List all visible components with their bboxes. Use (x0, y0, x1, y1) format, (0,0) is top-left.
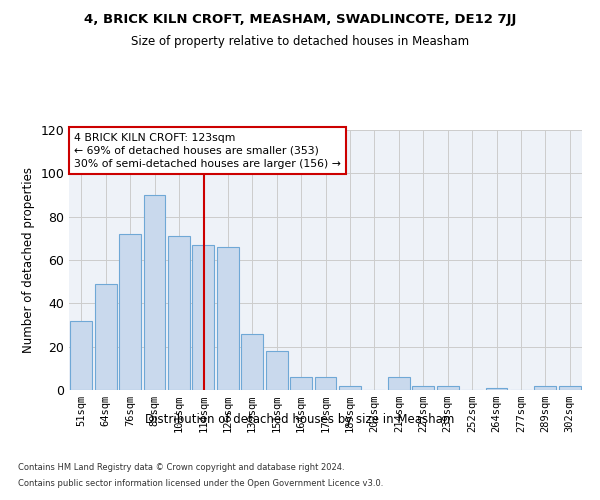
Bar (217, 247, 239, 390)
Bar (168, 236, 190, 390)
Bar (290, 377, 312, 390)
Bar (95, 284, 116, 390)
Text: Contains public sector information licensed under the Open Government Licence v3: Contains public sector information licen… (18, 479, 383, 488)
Bar (437, 386, 458, 390)
Bar (119, 234, 141, 390)
Bar (535, 386, 556, 390)
Bar (559, 386, 581, 390)
Text: 4 BRICK KILN CROFT: 123sqm
← 69% of detached houses are smaller (353)
30% of sem: 4 BRICK KILN CROFT: 123sqm ← 69% of deta… (74, 132, 341, 169)
Bar (339, 386, 361, 390)
Bar (266, 351, 287, 390)
Text: Distribution of detached houses by size in Measham: Distribution of detached houses by size … (145, 412, 455, 426)
Text: Contains HM Land Registry data © Crown copyright and database right 2024.: Contains HM Land Registry data © Crown c… (18, 462, 344, 471)
Bar (314, 377, 337, 390)
Bar (143, 195, 166, 390)
Text: Size of property relative to detached houses in Measham: Size of property relative to detached ho… (131, 35, 469, 48)
Y-axis label: Number of detached properties: Number of detached properties (22, 167, 35, 353)
Bar (485, 388, 508, 390)
Bar (241, 334, 263, 390)
Bar (388, 377, 410, 390)
Bar (70, 320, 92, 390)
Bar (193, 245, 214, 390)
Text: 4, BRICK KILN CROFT, MEASHAM, SWADLINCOTE, DE12 7JJ: 4, BRICK KILN CROFT, MEASHAM, SWADLINCOT… (84, 12, 516, 26)
Bar (412, 386, 434, 390)
